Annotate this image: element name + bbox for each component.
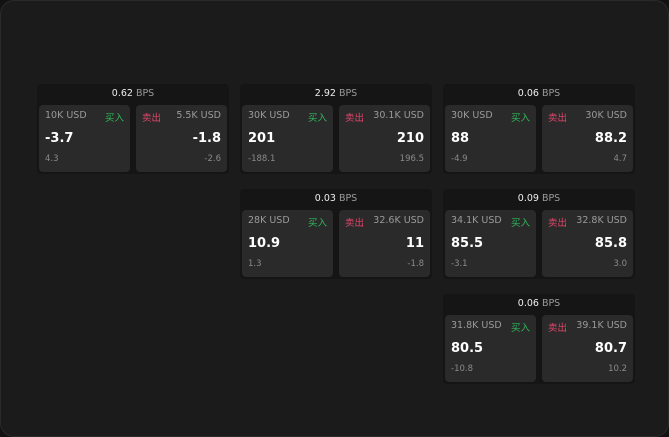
buy-panel[interactable]: 31.8K USD 买入 80.5 -10.8 xyxy=(445,315,536,382)
sell-price: 11 xyxy=(405,236,424,251)
buy-panel[interactable]: 28K USD 买入 10.9 1.3 xyxy=(242,210,333,277)
buy-price: 88 xyxy=(451,131,470,146)
buy-change: -4.9 xyxy=(451,154,468,164)
sell-label: 卖出 xyxy=(548,323,568,334)
buy-label: 买入 xyxy=(510,218,530,229)
sell-panel[interactable]: 卖出 32.6K USD 11 -1.8 xyxy=(339,210,430,277)
sell-price: 210 xyxy=(396,131,424,146)
buy-size: 10K USD xyxy=(45,110,87,121)
sell-panel[interactable]: 卖出 5.5K USD -1.8 -2.6 xyxy=(136,105,227,172)
buy-label: 买入 xyxy=(104,113,124,124)
buy-size: 34.1K USD xyxy=(451,215,502,226)
buy-change: 1.3 xyxy=(248,259,262,269)
spread-value: 2.92 xyxy=(314,88,336,99)
buy-change: -10.8 xyxy=(451,364,473,374)
sell-price: 80.7 xyxy=(594,341,627,356)
sell-size: 30.1K USD xyxy=(373,110,424,121)
quote-card: 2.92 BPS 30K USD 买入 201 -188.1 卖出 30.1K USD… xyxy=(240,84,432,174)
buy-panel[interactable]: 30K USD 买入 201 -188.1 xyxy=(242,105,333,172)
spread-value: 0.03 xyxy=(314,193,336,204)
buy-price: 85.5 xyxy=(451,236,484,251)
spread-header: 0.03 BPS xyxy=(240,189,432,210)
sell-label: 卖出 xyxy=(345,113,365,124)
sell-size: 39.1K USD xyxy=(576,320,627,331)
buy-size: 30K USD xyxy=(451,110,493,121)
buy-label: 买入 xyxy=(510,323,530,334)
spread-header: 0.06 BPS xyxy=(443,294,635,315)
sell-change: 10.2 xyxy=(608,364,627,374)
sell-label: 卖出 xyxy=(548,218,568,229)
buy-change: 4.3 xyxy=(45,154,59,164)
spread-unit: BPS xyxy=(338,193,358,204)
sell-panel[interactable]: 卖出 39.1K USD 80.7 10.2 xyxy=(542,315,633,382)
buy-price: -3.7 xyxy=(45,131,74,146)
spread-unit: BPS xyxy=(541,88,561,99)
spread-header: 0.06 BPS xyxy=(443,84,635,105)
sell-change: -1.8 xyxy=(407,259,424,269)
buy-panel[interactable]: 30K USD 买入 88 -4.9 xyxy=(445,105,536,172)
spread-header: 0.09 BPS xyxy=(443,189,635,210)
buy-label: 买入 xyxy=(307,218,327,229)
buy-panel[interactable]: 10K USD 买入 -3.7 4.3 xyxy=(39,105,130,172)
sell-change: 4.7 xyxy=(613,154,627,164)
sell-size: 32.6K USD xyxy=(373,215,424,226)
spread-value: 0.06 xyxy=(517,88,539,99)
quote-card: 0.06 BPS 31.8K USD 买入 80.5 -10.8 卖出 39.1K U… xyxy=(443,294,635,384)
quote-card: 0.09 BPS 34.1K USD 买入 85.5 -3.1 卖出 32.8K US… xyxy=(443,189,635,279)
buy-change: -3.1 xyxy=(451,259,468,269)
sell-size: 32.8K USD xyxy=(576,215,627,226)
sell-price: 88.2 xyxy=(594,131,627,146)
spread-value: 0.09 xyxy=(517,193,539,204)
buy-panel[interactable]: 34.1K USD 买入 85.5 -3.1 xyxy=(445,210,536,277)
quote-card: 0.06 BPS 30K USD 买入 88 -4.9 卖出 30K USD 88.2… xyxy=(443,84,635,174)
buy-price: 10.9 xyxy=(248,236,281,251)
sell-change: 3.0 xyxy=(613,259,627,269)
sell-panel[interactable]: 卖出 30.1K USD 210 196.5 xyxy=(339,105,430,172)
sell-panel[interactable]: 卖出 32.8K USD 85.8 3.0 xyxy=(542,210,633,277)
sell-label: 卖出 xyxy=(345,218,365,229)
quote-card: 0.03 BPS 28K USD 买入 10.9 1.3 卖出 32.6K USD 1… xyxy=(240,189,432,279)
buy-size: 31.8K USD xyxy=(451,320,502,331)
buy-label: 买入 xyxy=(510,113,530,124)
buy-size: 28K USD xyxy=(248,215,290,226)
sell-price: -1.8 xyxy=(192,131,221,146)
buy-price: 201 xyxy=(248,131,276,146)
sell-label: 卖出 xyxy=(142,113,162,124)
quote-card: 0.62 BPS 10K USD 买入 -3.7 4.3 卖出 5.5K USD -1… xyxy=(37,84,229,174)
sell-size: 30K USD xyxy=(585,110,627,121)
buy-price: 80.5 xyxy=(451,341,484,356)
spread-header: 0.62 BPS xyxy=(37,84,229,105)
buy-change: -188.1 xyxy=(248,154,276,164)
buy-size: 30K USD xyxy=(248,110,290,121)
sell-price: 85.8 xyxy=(594,236,627,251)
buy-label: 买入 xyxy=(307,113,327,124)
sell-change: -2.6 xyxy=(204,154,221,164)
sell-change: 196.5 xyxy=(399,154,424,164)
sell-panel[interactable]: 卖出 30K USD 88.2 4.7 xyxy=(542,105,633,172)
spread-unit: BPS xyxy=(135,88,155,99)
spread-unit: BPS xyxy=(541,193,561,204)
spread-value: 0.62 xyxy=(111,88,133,99)
sell-size: 5.5K USD xyxy=(176,110,221,121)
sell-label: 卖出 xyxy=(548,113,568,124)
spread-value: 0.06 xyxy=(517,298,539,309)
spread-header: 2.92 BPS xyxy=(240,84,432,105)
spread-unit: BPS xyxy=(338,88,358,99)
spread-unit: BPS xyxy=(541,298,561,309)
